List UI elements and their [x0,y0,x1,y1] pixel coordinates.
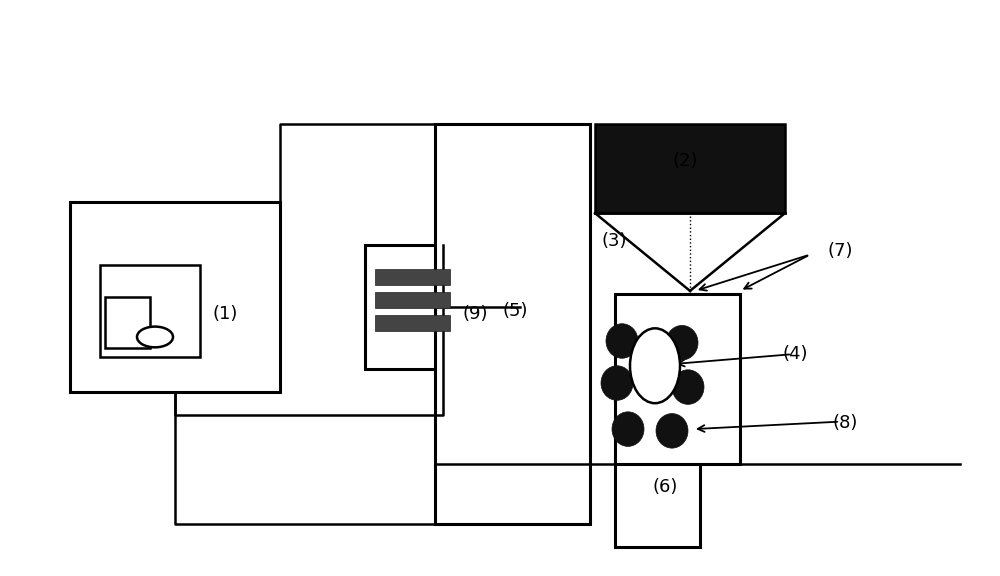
Bar [105,297,150,348]
Bar [375,269,450,285]
Circle shape [137,327,173,347]
Bar [375,315,450,331]
Text: (5): (5) [502,302,528,320]
Text: (9): (9) [462,305,488,323]
Text: (7): (7) [827,241,853,260]
Bar [365,245,520,369]
Text: (1): (1) [212,305,238,323]
Bar [435,124,590,524]
Bar [595,124,785,213]
Text: (3): (3) [601,232,627,250]
Ellipse shape [630,328,680,403]
Bar [100,265,200,357]
Bar [375,292,450,308]
Text: (6): (6) [652,478,678,496]
Ellipse shape [612,412,644,446]
Bar [615,458,700,547]
Ellipse shape [666,325,698,360]
Ellipse shape [656,414,688,448]
Bar [70,202,280,392]
Ellipse shape [601,366,633,400]
Text: (2): (2) [672,152,698,170]
Text: (8): (8) [832,414,858,433]
Text: (4): (4) [782,345,808,363]
Ellipse shape [672,370,704,404]
Ellipse shape [606,324,638,358]
Bar [615,294,740,464]
